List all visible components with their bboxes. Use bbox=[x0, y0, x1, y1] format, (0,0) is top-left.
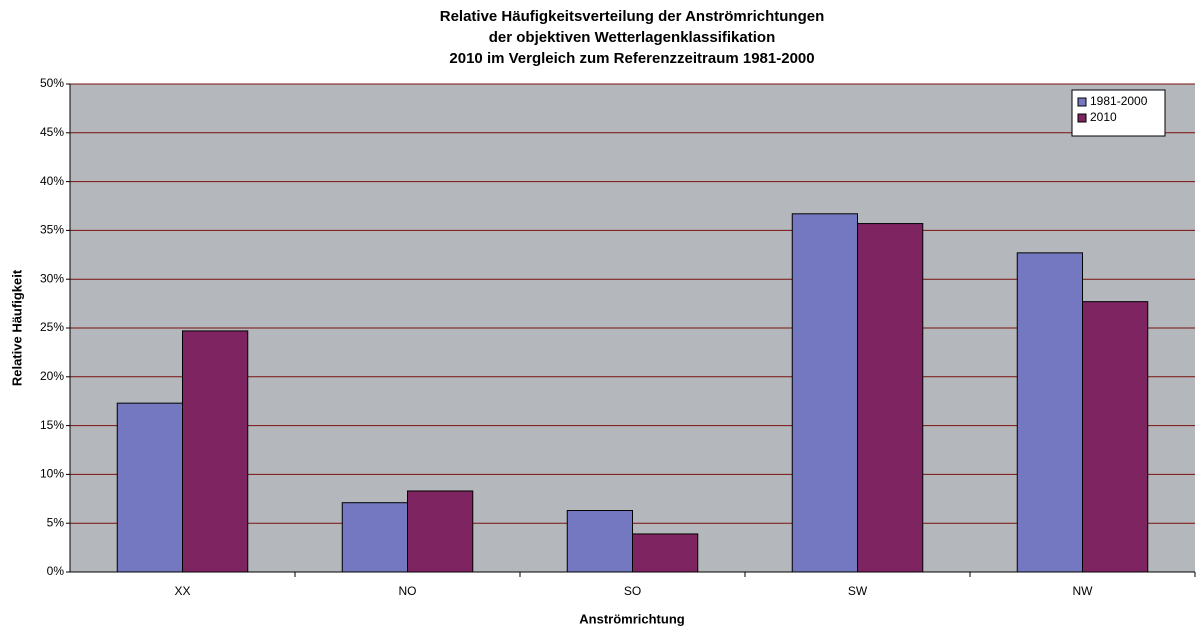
y-tick-label: 20% bbox=[40, 369, 64, 383]
bar bbox=[1082, 301, 1149, 573]
y-tick-label: 25% bbox=[40, 320, 64, 334]
bar bbox=[407, 490, 474, 573]
y-axis-title: Relative Häufigkeit bbox=[9, 269, 24, 386]
y-tick-label: 30% bbox=[40, 271, 64, 285]
bar bbox=[791, 213, 858, 573]
bar bbox=[566, 510, 633, 573]
bar bbox=[182, 330, 249, 573]
chart-title: Relative Häufigkeitsverteilung der Anstr… bbox=[440, 8, 825, 25]
legend-box bbox=[1071, 89, 1166, 137]
legend-swatch bbox=[1077, 97, 1087, 107]
y-tick-label: 15% bbox=[40, 418, 64, 432]
bar bbox=[116, 402, 183, 573]
bar bbox=[341, 502, 408, 573]
legend-label: 2010 bbox=[1090, 110, 1117, 124]
x-tick-label: NW bbox=[1073, 584, 1094, 598]
y-tick-label: 35% bbox=[40, 223, 64, 237]
x-axis-title: Anströmrichtung bbox=[579, 611, 685, 626]
y-tick-label: 0% bbox=[47, 564, 65, 578]
legend-swatch bbox=[1077, 113, 1087, 123]
legend-label: 1981-2000 bbox=[1090, 94, 1148, 108]
y-tick-label: 10% bbox=[40, 467, 64, 481]
y-tick-label: 5% bbox=[47, 515, 65, 529]
y-tick-label: 50% bbox=[40, 76, 64, 90]
bar bbox=[1016, 252, 1083, 573]
x-tick-label: SW bbox=[848, 584, 868, 598]
y-tick-label: 40% bbox=[40, 174, 64, 188]
chart-title: 2010 im Vergleich zum Referenzzeitraum 1… bbox=[449, 50, 814, 67]
y-tick-label: 45% bbox=[40, 125, 64, 139]
bar bbox=[632, 533, 699, 573]
bar bbox=[857, 223, 924, 573]
chart-title: der objektiven Wetterlagenklassifikation bbox=[489, 29, 775, 46]
x-tick-label: XX bbox=[174, 584, 190, 598]
x-tick-label: SO bbox=[624, 584, 641, 598]
x-tick-label: NO bbox=[399, 584, 417, 598]
